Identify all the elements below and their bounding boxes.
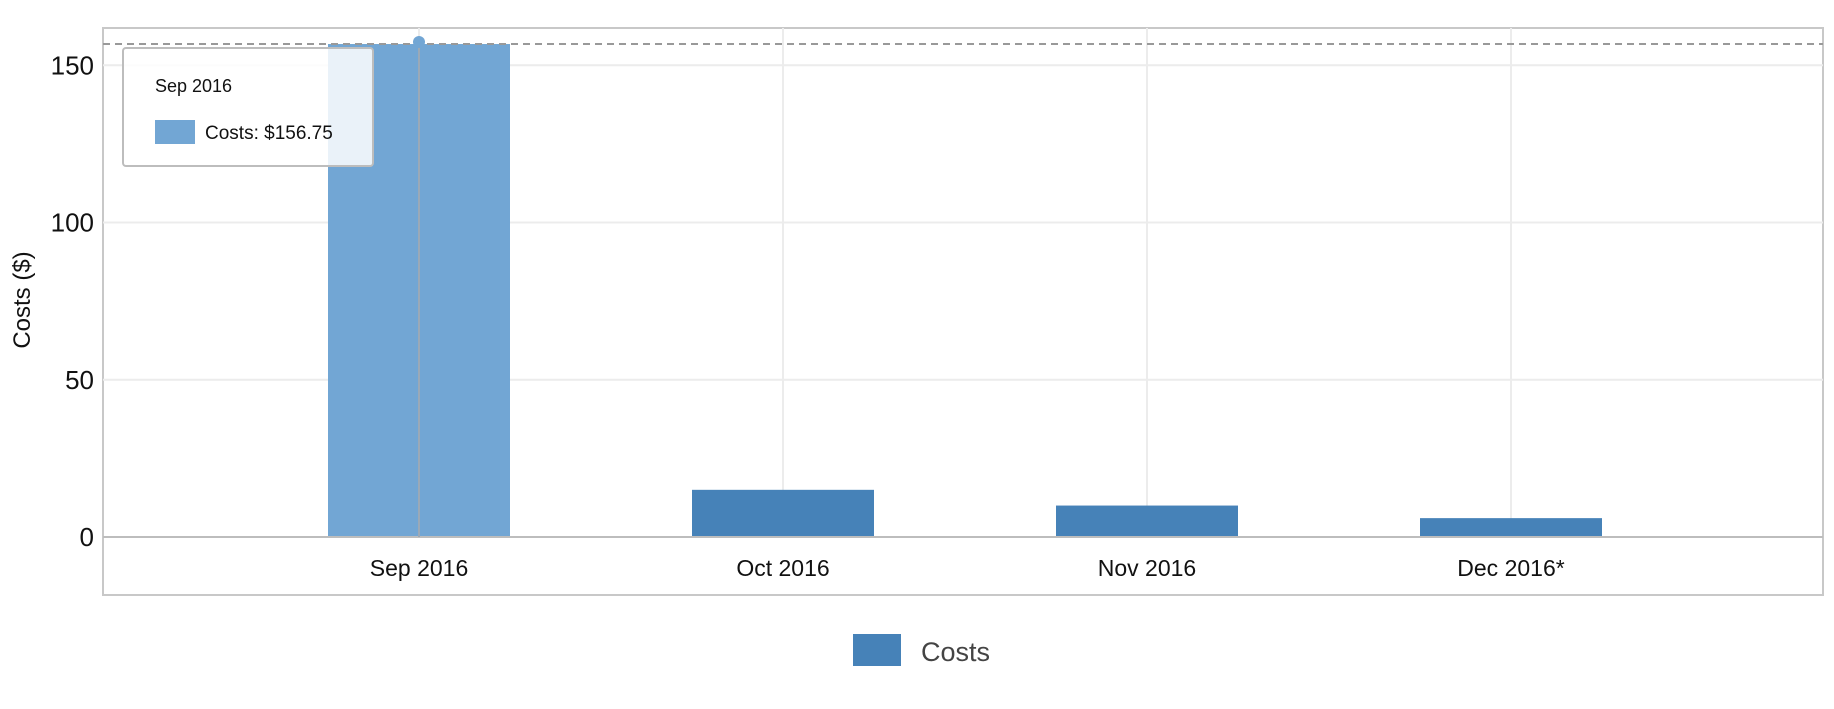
bar-oct-2016[interactable] xyxy=(692,489,874,537)
x-tick-label: Nov 2016 xyxy=(1098,555,1196,581)
y-tick-label: 50 xyxy=(65,365,94,395)
tooltip-swatch xyxy=(155,120,195,144)
axis-layer: 0 50 100 150 Sep 2016 Oct 2016 Nov 2016 Dec 201… xyxy=(51,36,1823,581)
y-axis-title: Costs ($) xyxy=(9,251,36,348)
x-tick-label: Dec 2016* xyxy=(1457,555,1564,581)
legend[interactable]: Costs xyxy=(853,634,990,667)
tooltip-value: Costs: $156.75 xyxy=(205,123,333,144)
y-tick-label: 0 xyxy=(80,522,94,552)
legend-swatch xyxy=(853,634,901,666)
tooltip-title: Sep 2016 xyxy=(155,76,232,96)
bar-nov-2016[interactable] xyxy=(1056,505,1238,537)
x-tick-label: Sep 2016 xyxy=(370,555,468,581)
tooltip-box xyxy=(122,47,374,167)
tooltip: Sep 2016 Costs: $156.75 xyxy=(122,47,374,167)
x-tick-label: Oct 2016 xyxy=(736,555,829,581)
legend-label: Costs xyxy=(921,637,990,667)
bar-dec-2016[interactable] xyxy=(1420,518,1602,537)
hover-marker xyxy=(413,36,425,49)
y-tick-label: 100 xyxy=(51,208,94,238)
y-tick-label: 150 xyxy=(51,50,94,80)
